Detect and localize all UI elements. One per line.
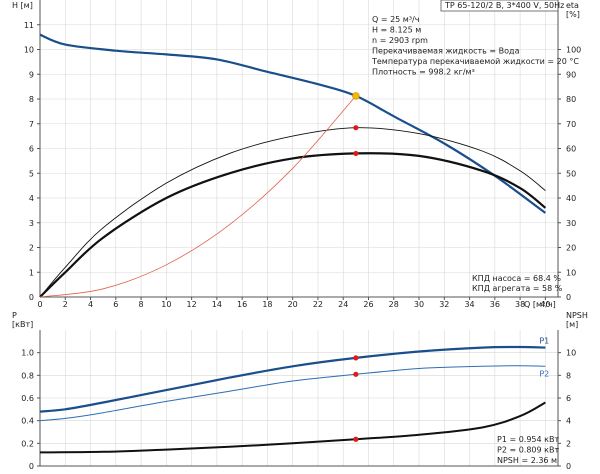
operating-marker [353,150,359,157]
y-tick-label-left: 10 [24,46,34,55]
x-tick-label: 28 [389,300,399,309]
x-tick-label: 2 [63,300,68,309]
y-tick-label-right: 6 [566,394,571,403]
info-line: Температура перекачиваемой жидкости = 20… [371,57,579,66]
x-tick-label: 4 [88,300,93,309]
efficiency-note: КПД агрегата = 58 % [472,284,563,293]
y-tick-label-right: 4 [566,417,571,426]
x-tick-label: 14 [212,300,222,309]
x-tick-label: 6 [113,300,118,309]
operating-marker [353,355,359,361]
series-p2-line [39,365,546,422]
chart-title: TP 65-120/2 B, 3*400 V, 50Hz [444,1,564,10]
x-tick-label: 34 [464,300,474,309]
top-chart: 2 4 6 8 10 12 14 16 18 20 22 24 26 28 30 32 34 36 38 400123… [12,0,581,309]
y-tick-label-right: 70 [566,120,576,129]
x-tick-label: 30 [414,300,424,309]
x-tick-label: 12 [187,300,197,309]
top-x-axis-label: Q [м³/ч] [524,300,556,309]
series-label-p1: P1 [539,337,549,346]
y-tick-label-right: 8 [566,371,571,380]
y-tick-label-left: 0.8 [21,371,34,380]
x-tick-label: 16 [237,300,247,309]
y-tick-label-left: 8 [29,95,34,104]
series-p1-line [39,345,546,413]
y-tick-label-right: 30 [566,219,576,228]
y-tick-label-right: 10 [566,349,576,358]
y-tick-label-left: 0 [29,462,34,471]
efficiency-notes: КПД насоса = 68.4 %КПД агрегата = 58 % [472,274,563,293]
x-tick-label: 36 [490,300,500,309]
operating-marker [353,125,359,131]
bottom-note: NPSH = 2.36 м [497,456,557,465]
y-tick-label-left: 3 [29,219,34,228]
info-line: n = 2903 rpm [372,36,428,45]
series-eta_thick-line [39,152,547,298]
y-tick-label-left: 0.6 [21,394,34,403]
series-eta_thin-line [39,127,546,298]
efficiency-note: КПД насоса = 68.4 % [472,274,561,283]
info-line: Q = 25 м³/ч [372,15,419,24]
bottom-chart-grid [40,330,558,467]
bottom-chart: 0 0.2 0.4 0.6 0.8 1.0 0 2 4 6 8 10 P1 P2 P [кВт] NPSH… [12,311,588,471]
bottom-right-axis-label: NPSH [м] [566,311,588,329]
y-tick-label-left: 2 [29,244,34,253]
x-tick-label: 10 [161,300,171,309]
y-tick-label-right: 60 [566,145,576,154]
y-tick-label-left: 9 [29,70,34,79]
y-tick-label-left: 1 [29,268,34,277]
info-line: H = 8.125 м [372,26,421,35]
x-tick-label: 32 [439,300,449,309]
info-line: Перекачиваемая жидкость = Вода [372,47,520,56]
x-tick-label: 18 [262,300,272,309]
y-tick-label-right: 90 [566,70,576,79]
x-tick-label: 22 [313,300,323,309]
operating-marker [353,436,359,442]
x-tick-label: 24 [338,300,348,309]
y-tick-label-left: 6 [29,145,34,154]
y-tick-label-left: 0.4 [21,417,34,426]
operating-marker [353,371,359,377]
y-tick-label-right: 10 [566,268,576,277]
y-tick-label-left: 7 [29,120,34,129]
info-line: Плотность = 998.2 кг/м³ [372,68,475,77]
series-system-line [39,95,357,298]
series-head-line [39,33,547,214]
y-tick-label-right: 20 [566,244,576,253]
y-tick-label-left: 4 [29,194,34,203]
duty-point-marker [352,92,360,100]
bottom-note: P2 = 0.809 кВт [497,446,559,455]
info-block: Q = 25 м³/ч H = 8.125 мn = 2903 rpm Перека… [371,15,579,77]
top-right-axis-label-eta: eta [%] [566,1,580,19]
y-tick-label-right: 80 [566,95,576,104]
y-tick-label-right: 2 [566,439,571,448]
x-tick-label: 0 [37,300,42,309]
bottom-note: P1 = 0.954 кВт [497,435,559,444]
x-tick-label: 8 [139,300,144,309]
y-tick-label-left: 5 [29,169,34,178]
y-tick-label-left: 11 [24,21,34,30]
y-tick-label-left: 1.0 [21,349,34,358]
y-tick-label-right: 100 [566,46,581,55]
y-tick-label-right: 40 [566,194,576,203]
x-tick-label: 40 [540,300,550,309]
y-tick-label-right: 50 [566,169,576,178]
bottom-left-axis-label: P [кВт] [12,311,33,329]
y-tick-label-right: 0 [566,462,571,471]
title-box [440,0,559,12]
y-tick-label-right: 0 [566,293,571,302]
y-tick-label-left: 0 [29,293,34,302]
x-tick-label: 38 [515,300,525,309]
series-label-p2: P2 [539,369,549,378]
x-tick-label: 20 [288,300,298,309]
x-tick-label: 26 [363,300,373,309]
top-chart-grid [40,0,558,297]
series-npsh-line [39,401,546,454]
y-tick-label-left: 0.2 [21,439,34,448]
top-left-axis-label-h: H [м] [12,1,33,10]
